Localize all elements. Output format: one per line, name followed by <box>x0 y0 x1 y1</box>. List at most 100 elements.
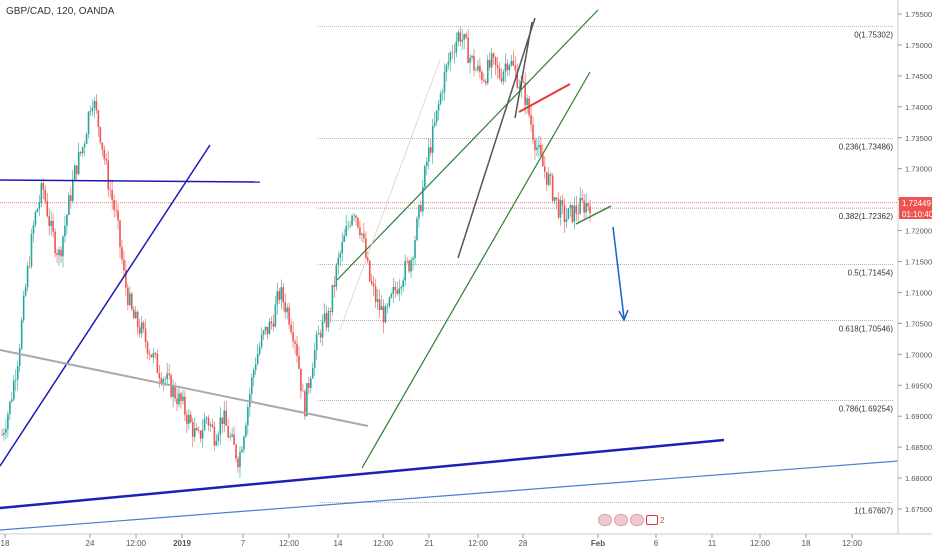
price-tick-label: 1.70500 <box>905 319 932 328</box>
candle-body <box>9 401 11 415</box>
candle-body <box>465 34 467 38</box>
support-green[interactable] <box>575 205 612 225</box>
candle-body <box>89 111 92 112</box>
candle-body <box>18 348 21 367</box>
candle-body <box>284 302 286 313</box>
candle-body <box>70 195 72 201</box>
candle-body <box>127 287 129 306</box>
price-axis[interactable]: 1.75500 1.75000 1.74500 1.74000 1.73500 1.730… <box>898 10 932 514</box>
candle-body <box>50 220 52 226</box>
candle-body <box>44 189 47 202</box>
candle-body <box>87 111 90 135</box>
candle-body <box>445 64 448 72</box>
candle-body <box>575 205 578 214</box>
candle-body <box>296 343 298 356</box>
fib-level-label: 0(1.75302) <box>854 30 893 39</box>
candle-body <box>473 55 475 71</box>
left-uptrend-line[interactable] <box>0 144 211 467</box>
candle-body <box>174 385 176 399</box>
candle-body <box>437 103 440 111</box>
event-uk-icon[interactable] <box>614 514 628 526</box>
price-tick-label: 1.68500 <box>905 443 932 452</box>
candle-body <box>30 233 33 267</box>
candle-body <box>26 266 29 288</box>
candle-body <box>573 205 576 222</box>
candle-body <box>441 92 444 94</box>
candle-body <box>260 334 263 348</box>
fib-level-label: 0.786(1.69254) <box>839 404 894 413</box>
candle-body <box>266 326 269 335</box>
candle-body <box>107 160 109 190</box>
price-tick-label: 1.73500 <box>905 134 932 143</box>
candle-body <box>32 225 35 234</box>
channel-upper-line[interactable] <box>336 9 599 281</box>
grey-descending-line[interactable] <box>0 349 369 427</box>
long-term-support-line[interactable] <box>0 460 899 531</box>
event-uk-icon[interactable] <box>598 514 612 526</box>
candlestick-series <box>1 26 591 478</box>
time-tick-label: 12:00 <box>373 539 394 548</box>
candle-body <box>199 430 202 439</box>
candle-body <box>205 417 208 419</box>
candle-body <box>589 206 591 214</box>
price-tick-label: 1.69500 <box>905 381 932 390</box>
candle-body <box>553 197 556 201</box>
candle-body <box>11 399 13 402</box>
candle-body <box>367 257 369 261</box>
candle-body <box>58 249 60 256</box>
candle-body <box>164 379 167 380</box>
candle-body <box>308 383 310 388</box>
candle-body <box>152 352 155 358</box>
event-canada-flag-icon[interactable] <box>646 515 658 525</box>
candle-body <box>577 213 580 214</box>
candle-body <box>5 428 7 433</box>
candle-body <box>463 34 465 40</box>
candle-body <box>526 98 528 106</box>
candle-body <box>418 205 420 219</box>
time-axis[interactable]: 18 24 12:00 2019 7 12:00 14 12:00 21 12:00 28 Feb 6 1… <box>1 534 863 548</box>
steep-trendline-2[interactable] <box>514 21 533 119</box>
candle-body <box>506 63 509 71</box>
trendline-drawings[interactable] <box>0 9 899 531</box>
neckline-red[interactable] <box>518 83 571 113</box>
candle-body <box>516 70 519 88</box>
candle-body <box>433 122 436 126</box>
candle-body <box>547 174 550 185</box>
event-markers[interactable]: 2 <box>598 514 664 526</box>
candle-body <box>412 258 414 260</box>
candle-body <box>512 60 515 66</box>
candle-body <box>134 311 137 319</box>
event-uk-icon[interactable] <box>630 514 644 526</box>
candle-body <box>374 286 377 302</box>
steep-trendline[interactable] <box>457 17 536 259</box>
candle-body <box>514 65 517 71</box>
candle-body <box>62 236 64 257</box>
channel-lower-line[interactable] <box>361 71 591 469</box>
candle-body <box>502 71 505 82</box>
candle-body <box>329 311 332 313</box>
event-count-badge: 2 <box>660 515 665 525</box>
major-support-line[interactable] <box>0 438 725 510</box>
fibonacci-retracement[interactable]: 0(1.75302) 0.236(1.73486) 0.382(1.72362) 0.… <box>0 25 898 515</box>
price-tick-label: 1.71500 <box>905 258 932 267</box>
candle-body <box>392 286 395 294</box>
candle-body <box>1 434 3 436</box>
candle-body <box>490 53 493 68</box>
candle-body <box>583 200 585 213</box>
time-tick-label: 21 <box>425 539 434 548</box>
candle-body <box>565 219 568 222</box>
candle-body <box>142 322 145 329</box>
candle-body <box>190 414 192 423</box>
time-tick-label: Feb <box>591 539 605 548</box>
candle-body <box>315 334 318 351</box>
horizontal-resistance-line[interactable] <box>0 179 261 183</box>
projection-arrow-shaft[interactable] <box>612 226 625 319</box>
candle-body <box>321 320 324 338</box>
candle-body <box>119 220 121 248</box>
candle-body <box>302 390 304 392</box>
candle-body <box>372 283 375 287</box>
candle-body <box>540 145 542 156</box>
candle-body <box>461 39 463 42</box>
candle-body <box>188 414 190 424</box>
